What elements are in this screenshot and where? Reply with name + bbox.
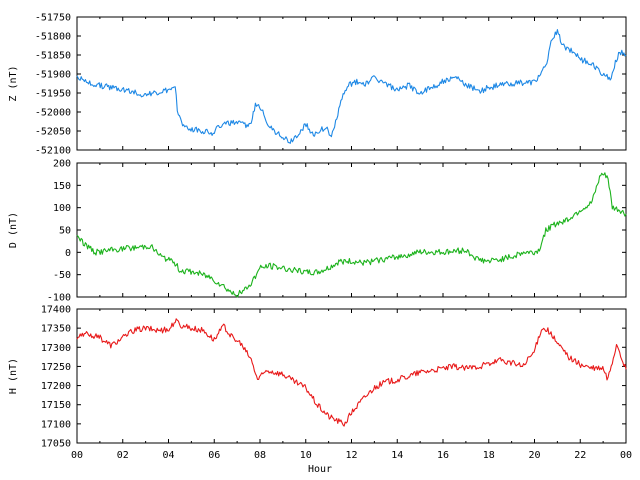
y-tick-label: 17300 bbox=[41, 343, 71, 354]
x-tick-label: 22 bbox=[574, 450, 586, 461]
x-tick-label: 08 bbox=[254, 450, 266, 461]
x-tick-label: 10 bbox=[300, 450, 312, 461]
y-tick-label: 17050 bbox=[41, 439, 71, 450]
y-axis-title: Z (nT) bbox=[8, 65, 19, 101]
x-tick-label: 14 bbox=[391, 450, 403, 461]
plot-frame bbox=[76, 162, 627, 298]
y-tick-label: -100 bbox=[47, 293, 71, 304]
series-line bbox=[76, 172, 627, 298]
y-tick-label: -50 bbox=[53, 270, 71, 281]
x-tick-label: 00 bbox=[620, 450, 632, 461]
y-tick-label: -52000 bbox=[35, 108, 71, 119]
y-tick-label: 200 bbox=[53, 159, 71, 170]
x-tick-label: 18 bbox=[483, 450, 495, 461]
y-tick-label: -51950 bbox=[35, 89, 71, 100]
x-axis-title: Hour bbox=[308, 464, 332, 475]
series-line bbox=[76, 318, 627, 427]
y-tick-label: 17350 bbox=[41, 324, 71, 335]
y-tick-label: 50 bbox=[59, 226, 71, 237]
y-tick-label: -52050 bbox=[35, 127, 71, 138]
x-tick-label: 00 bbox=[71, 450, 83, 461]
panel-2: 17400 17350 17300 17250 17200 17150 17100 17050… bbox=[8, 305, 627, 450]
chart-panels: -51750 -51800 -51850 -51900 -51950 -52000 -520… bbox=[8, 13, 627, 450]
x-tick-label: 06 bbox=[208, 450, 220, 461]
y-tick-label: 17400 bbox=[41, 305, 71, 316]
panel-1: 200 150 100 50 0 -50 -100 D (nT) bbox=[8, 159, 627, 304]
y-tick-label: -51850 bbox=[35, 51, 71, 62]
x-tick-label: 16 bbox=[437, 450, 449, 461]
panel-0: -51750 -51800 -51850 -51900 -51950 -52000 -520… bbox=[8, 13, 627, 157]
x-tick-label: 20 bbox=[528, 450, 540, 461]
y-tick-label: 17100 bbox=[41, 419, 71, 430]
series-line bbox=[76, 29, 627, 144]
x-axis-ticks: 00 02 04 06 08 10 12 14 16 18 20 22 00 bbox=[71, 450, 632, 461]
y-tick-label: -51800 bbox=[35, 32, 71, 43]
y-tick-label: 17250 bbox=[41, 362, 71, 373]
y-tick-label: 17200 bbox=[41, 381, 71, 392]
y-axis-title: D (nT) bbox=[8, 212, 19, 248]
y-tick-label: 17150 bbox=[41, 400, 71, 411]
y-tick-label: 100 bbox=[53, 203, 71, 214]
y-tick-label: -51900 bbox=[35, 70, 71, 81]
plot-frame bbox=[76, 16, 627, 151]
y-tick-label: -52100 bbox=[35, 146, 71, 157]
x-tick-label: 02 bbox=[117, 450, 129, 461]
x-tick-label: 04 bbox=[162, 450, 174, 461]
y-tick-label: 150 bbox=[53, 181, 71, 192]
y-axis-title: H (nT) bbox=[8, 358, 19, 394]
x-tick-label: 12 bbox=[345, 450, 357, 461]
y-tick-label: 0 bbox=[65, 248, 71, 259]
y-tick-label: -51750 bbox=[35, 13, 71, 24]
